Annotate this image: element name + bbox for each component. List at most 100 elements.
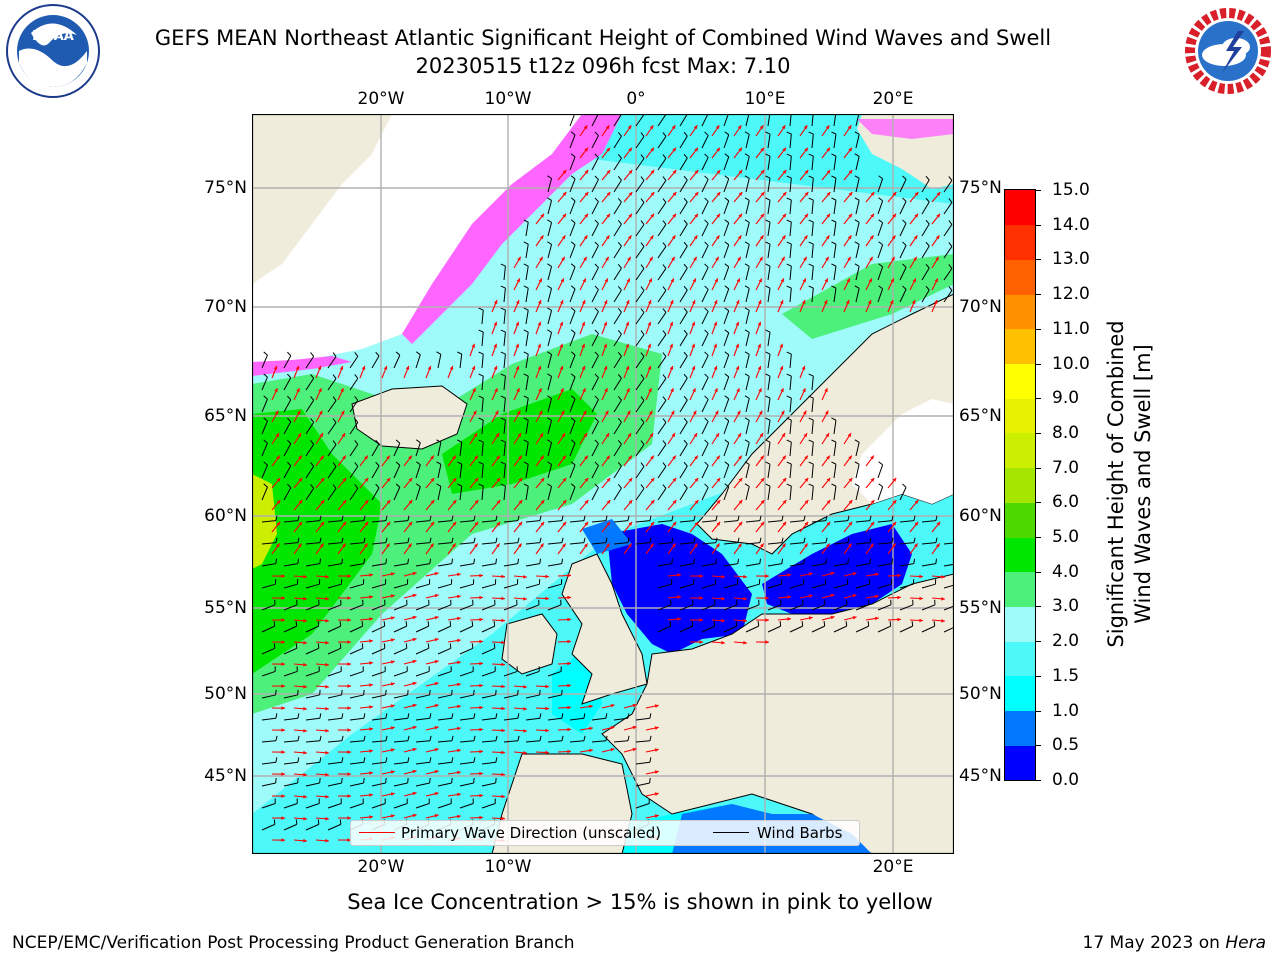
wave-direction-arrow [293,618,308,623]
colorbar-tick-label: 3.0 [1052,596,1080,617]
wind-barb [523,285,529,303]
colorbar-segment [1005,745,1035,781]
wave-direction-arrow [337,838,352,842]
wind-barb [437,537,454,545]
wind-barb [523,373,529,391]
wind-barb [481,643,496,655]
colorbar-segment [1005,294,1035,330]
wind-barb [415,515,432,523]
wind-barb [657,418,667,435]
wind-barb [437,713,454,721]
wave-direction-arrow [469,365,476,379]
wave-direction-arrow [491,816,506,821]
wave-direction-arrow [689,191,699,203]
wind-barb [459,621,474,633]
wind-barb [679,461,688,479]
wind-barb [525,515,542,523]
wind-barb [701,175,709,193]
wind-barb [547,483,553,501]
wave-direction-arrow [337,365,344,379]
wind-barb [921,263,930,281]
wave-direction-arrow [799,299,806,313]
wave-direction-arrow [381,748,395,753]
wave-direction-arrow [733,596,748,601]
wind-barb [808,461,814,479]
wind-barb [349,515,366,523]
wave-direction-arrow [601,477,611,489]
wind-barb [481,735,498,743]
wave-direction-arrow [843,124,852,137]
wind-barb [613,114,622,127]
wave-direction-arrow [513,432,522,445]
wave-direction-arrow [909,235,918,247]
wave-direction-arrow [821,299,828,313]
wave-direction-arrow [315,455,325,467]
wind-barb [283,373,292,391]
wind-barb [437,777,453,787]
wave-direction-arrow [513,477,523,489]
wave-direction-arrow [865,477,875,489]
wave-direction-arrow [777,477,787,489]
wind-barb [478,373,484,391]
wind-barb [547,307,553,325]
wind-barb [765,483,771,501]
legend-barb-swatch [713,832,749,833]
wind-barb [305,798,320,809]
wave-direction-arrow [623,235,632,247]
wind-barb [523,351,529,369]
wave-direction-arrow [425,659,439,665]
wind-barb [789,599,804,611]
wave-direction-arrow [535,387,542,401]
wave-direction-arrow [821,615,835,621]
wind-barb [393,798,408,809]
wind-barb [744,417,750,435]
wave-direction-arrow [359,749,373,753]
wind-barb [437,757,454,765]
wind-barb [635,308,645,325]
wave-direction-arrow [843,615,857,621]
wind-barb [547,735,564,743]
wave-direction-arrow [711,543,721,555]
wave-direction-arrow [843,593,857,599]
wave-direction-arrow [535,256,544,269]
wave-direction-arrow [403,455,413,467]
wave-direction-arrow [337,477,347,489]
wind-barb [393,351,401,369]
wave-direction-arrow [931,299,938,313]
wave-direction-arrow [689,574,704,578]
wind-barb [679,175,688,193]
wind-barb [569,735,586,743]
wave-direction-arrow [381,660,395,665]
wind-barb [305,515,322,523]
wave-direction-arrow [777,499,787,511]
colorbar-tick-label: 0.0 [1052,770,1080,790]
wave-direction-arrow [843,571,857,577]
wind-barb [877,197,884,215]
wave-contour-3-4m-north [782,254,954,339]
wave-direction-arrow [887,595,902,600]
wave-direction-arrow [623,703,637,709]
wind-barb [478,307,484,325]
wind-barb [393,777,409,787]
wind-barb [283,757,300,765]
wave-direction-arrow [513,575,527,579]
wind-barb [327,374,337,391]
colorbar-tick-label: 1.0 [1052,700,1080,721]
wave-direction-arrow [931,619,945,623]
wave-direction-arrow [469,793,484,798]
wind-barb [744,175,750,193]
wave-direction-arrow [425,521,435,533]
wave-direction-arrow [689,410,697,423]
wind-barb [500,329,506,347]
wave-direction-arrow [931,575,945,579]
wave-direction-arrow [447,521,457,533]
wind-barb [569,713,586,721]
wind-barb [283,515,300,523]
wind-barb [679,114,688,127]
wind-barb [831,439,837,457]
wind-barb [349,484,359,501]
wave-direction-arrow [843,455,853,467]
wave-direction-arrow [579,410,587,423]
wind-barb [831,241,837,259]
wind-barb [854,153,860,171]
